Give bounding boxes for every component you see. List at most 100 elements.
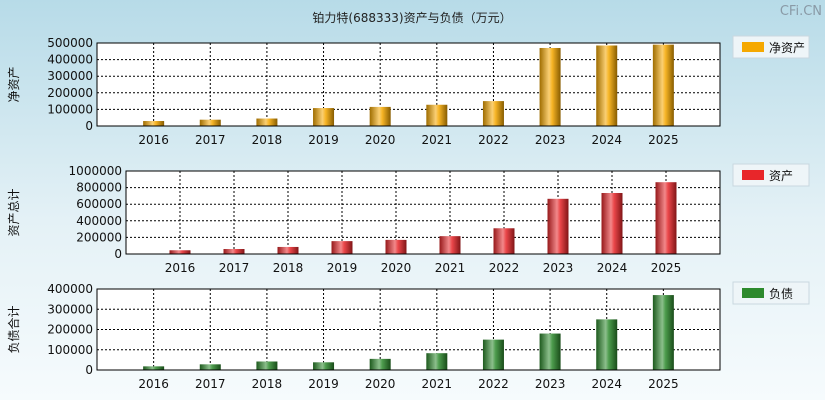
bar-2023 [539, 47, 561, 127]
y-tick-label: 300000 [47, 302, 93, 316]
x-tick-label: 2018 [252, 133, 283, 147]
y-tick-label: 800000 [76, 181, 122, 195]
plot-frame [96, 42, 721, 127]
legend: 资产 [732, 163, 810, 187]
legend: 净资产 [732, 35, 810, 59]
plot-area [126, 171, 720, 254]
legend-box [732, 281, 810, 305]
y-tick-label: 0 [85, 119, 93, 133]
bar-2017 [223, 249, 245, 254]
x-tick-label: 2016 [138, 133, 169, 147]
y-tick-label: 100000 [47, 102, 93, 116]
bar-2020 [369, 358, 391, 370]
bar-2024 [596, 319, 618, 370]
x-tick-label: 2025 [651, 261, 682, 275]
bar-2017 [199, 364, 221, 370]
plot-area [97, 43, 720, 126]
bar-2025 [652, 295, 674, 370]
x-tick-label: 2022 [478, 133, 509, 147]
bar-2018 [256, 361, 278, 370]
y-tick-label: 600000 [76, 197, 122, 211]
x-tick-label: 2022 [489, 261, 520, 275]
legend-swatch [742, 288, 764, 298]
x-tick-label: 2020 [365, 377, 396, 391]
panel-net-assets: 0 100000 200000 300000 400000 500000 2016 2017 2… [7, 35, 810, 147]
y-axis-label: 资产总计 [7, 188, 21, 236]
y-axis-label: 净资产 [7, 66, 21, 102]
y-axis-label: 负债合计 [6, 305, 21, 353]
x-tick-label: 2017 [195, 133, 226, 147]
bar-2024 [601, 192, 623, 254]
bar-2019 [313, 362, 335, 370]
plot-frame [125, 170, 721, 255]
y-tick-label: 500000 [47, 36, 93, 50]
bar-2017 [199, 119, 221, 126]
y-tick-label: 400000 [47, 53, 93, 67]
bar-2020 [369, 106, 391, 126]
bar-2020 [385, 239, 407, 254]
x-tick-label: 2016 [165, 261, 196, 275]
x-tick-label: 2025 [648, 133, 679, 147]
bar-2016 [143, 121, 165, 126]
x-tick-label: 2017 [219, 261, 250, 275]
panel-total-assets: 0 200000 400000 600000 800000 1000000 2016 2017… [7, 163, 810, 275]
y-tick-label: 1000000 [69, 164, 122, 178]
legend-label: 负债 [769, 287, 793, 301]
x-tick-label: 2017 [195, 377, 226, 391]
x-tick-label: 2021 [435, 261, 466, 275]
x-tick-label: 2016 [138, 377, 169, 391]
bar-2024 [596, 45, 618, 126]
legend-swatch [742, 170, 764, 180]
bar-2016 [143, 366, 165, 370]
x-tick-label: 2020 [365, 133, 396, 147]
x-tick-label: 2023 [535, 377, 566, 391]
bar-2021 [439, 236, 461, 254]
chart-title: 铂力特(688333)资产与负债（万元） [312, 10, 511, 25]
x-tick-label: 2021 [422, 377, 453, 391]
x-tick-label: 2019 [327, 261, 358, 275]
x-tick-label: 2018 [252, 377, 283, 391]
x-tick-label: 2024 [591, 133, 622, 147]
legend-box [732, 163, 810, 187]
legend-box [732, 35, 810, 59]
x-tick-label: 2019 [308, 377, 339, 391]
bar-2021 [426, 353, 448, 370]
y-tick-label: 200000 [47, 86, 93, 100]
bar-2022 [482, 339, 504, 370]
y-tick-label: 400000 [76, 214, 122, 228]
plot-frame [96, 288, 721, 371]
bar-2021 [426, 104, 448, 126]
panel-total-liabilities: 0 100000 200000 300000 400000 2016 2017 2018 201… [6, 281, 810, 391]
bar-2019 [313, 108, 335, 126]
legend-swatch [742, 42, 764, 52]
y-tick-label: 200000 [76, 230, 122, 244]
bar-2025 [655, 182, 677, 254]
legend: 负债 [732, 281, 810, 305]
y-tick-label: 0 [85, 363, 93, 377]
bar-2016 [169, 250, 191, 254]
x-tick-label: 2019 [308, 133, 339, 147]
y-tick-label: 200000 [47, 323, 93, 337]
legend-label: 资产 [769, 169, 793, 183]
watermark: CFi.CN [780, 4, 822, 19]
y-tick-label: 0 [114, 247, 122, 261]
y-tick-label: 100000 [47, 343, 93, 357]
x-tick-label: 2020 [381, 261, 412, 275]
x-tick-label: 2018 [273, 261, 304, 275]
y-tick-label: 400000 [47, 282, 93, 296]
bar-2018 [256, 118, 278, 126]
bar-2023 [547, 198, 569, 254]
x-tick-label: 2023 [535, 133, 566, 147]
x-tick-label: 2025 [648, 377, 679, 391]
bar-2022 [493, 228, 515, 254]
x-tick-label: 2023 [543, 261, 574, 275]
y-tick-label: 300000 [47, 69, 93, 83]
bar-2018 [277, 246, 299, 254]
x-tick-label: 2021 [422, 133, 453, 147]
x-tick-label: 2024 [591, 377, 622, 391]
bar-2023 [539, 333, 561, 370]
x-tick-label: 2024 [597, 261, 628, 275]
x-tick-label: 2022 [478, 377, 509, 391]
bar-2022 [482, 101, 504, 126]
